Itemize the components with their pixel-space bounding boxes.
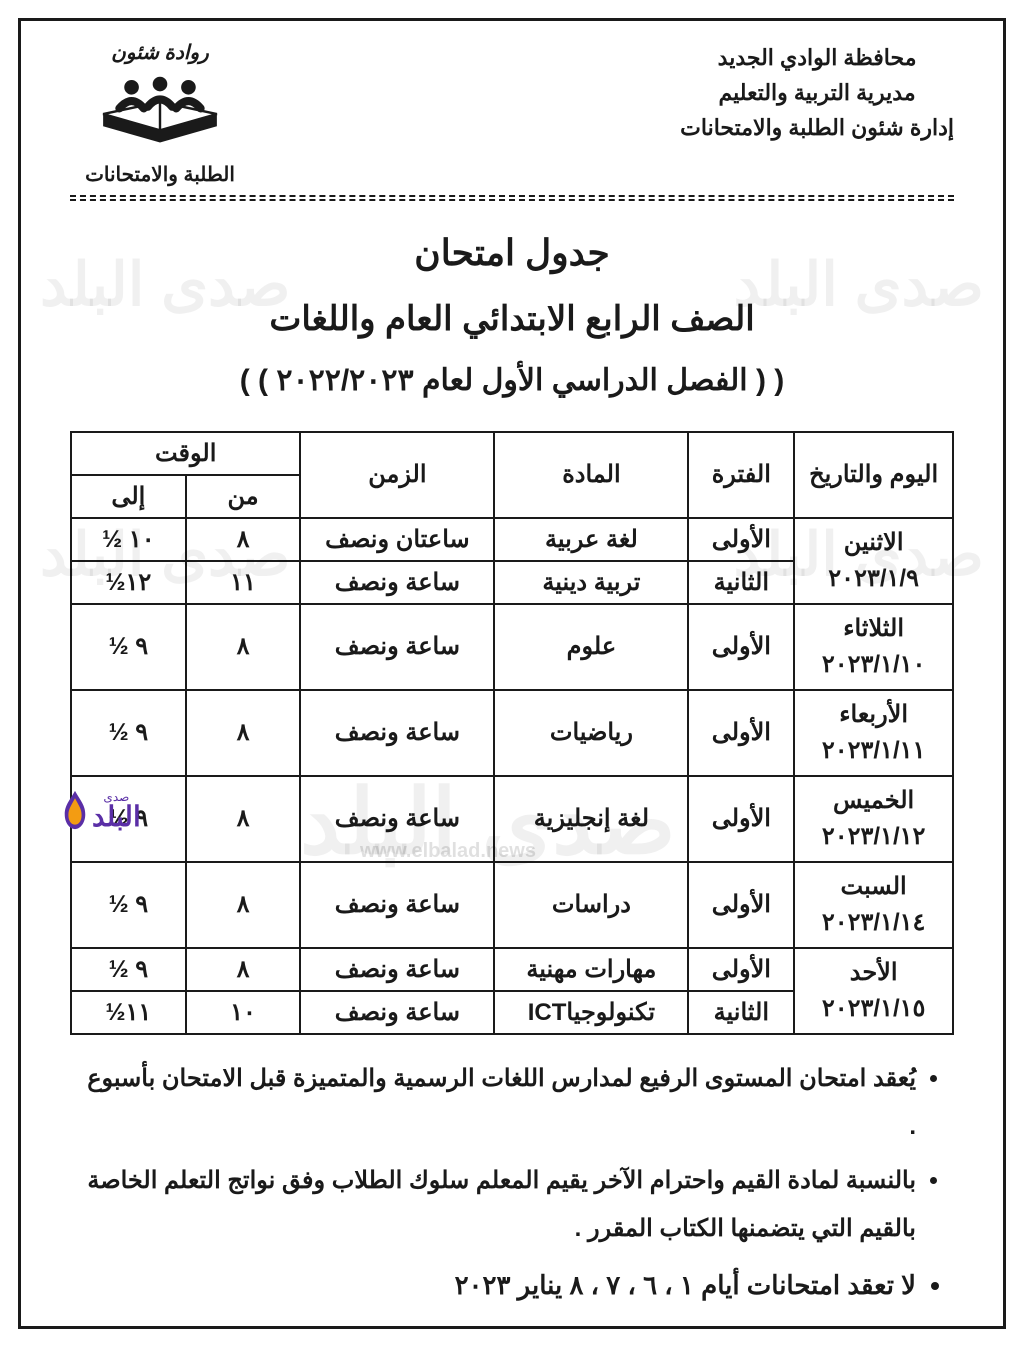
table-row: الخميس٢٠٢٣/١/١٢الأولىلغة إنجليزيةساعة ون… <box>71 776 953 862</box>
cell-from: ٨ <box>186 776 301 862</box>
day-name: الأربعاء <box>799 697 948 733</box>
note-2: بالنسبة لمادة القيم واحترام الآخر يقيم ا… <box>80 1157 916 1253</box>
cell-period: الثانية <box>688 561 794 604</box>
table-row: الأحد٢٠٢٣/١/١٥الأولىمهارات مهنيةساعة ونص… <box>71 948 953 991</box>
cell-to: ٩ ½ <box>71 604 186 690</box>
cell-to: ٩ ½ <box>71 690 186 776</box>
cell-from: ٨ <box>186 948 301 991</box>
logo-under-text: الطلبة والامتحانات <box>70 162 250 187</box>
cell-subject: دراسات <box>494 862 688 948</box>
cell-duration: ساعة ونصف <box>300 561 494 604</box>
header-row: محافظة الوادي الجديد مديرية التربية والت… <box>40 30 984 187</box>
cell-subject: لغة عربية <box>494 518 688 561</box>
cell-subject: تربية دينية <box>494 561 688 604</box>
cell-subject: لغة إنجليزية <box>494 776 688 862</box>
day-name: الاثنين <box>799 525 948 561</box>
day-date: ٢٠٢٣/١/١١ <box>799 733 948 769</box>
book-people-icon <box>95 65 225 155</box>
cell-day: الثلاثاء٢٠٢٣/١/١٠ <box>794 604 953 690</box>
title-line-1: جدول امتحان <box>40 219 984 287</box>
cell-from: ٨ <box>186 690 301 776</box>
cell-to: ١١½ <box>71 991 186 1034</box>
cell-to: ٩ ½ <box>71 948 186 991</box>
cell-day: الأحد٢٠٢٣/١/١٥ <box>794 948 953 1034</box>
cell-day: الخميس٢٠٢٣/١/١٢ <box>794 776 953 862</box>
cell-from: ٨ <box>186 518 301 561</box>
gov-line-2: مديرية التربية والتعليم <box>680 75 954 110</box>
cell-day: الاثنين٢٠٢٣/١/٩ <box>794 518 953 604</box>
day-name: الخميس <box>799 783 948 819</box>
gov-line-1: محافظة الوادي الجديد <box>680 40 954 75</box>
table-row: السبت٢٠٢٣/١/١٤الأولىدراساتساعة ونصف٨٩ ½ <box>71 862 953 948</box>
day-date: ٢٠٢٣/١/٩ <box>799 561 948 597</box>
logo-script: روادة شئون <box>70 40 250 65</box>
table-body: الاثنين٢٠٢٣/١/٩الأولىلغة عربيةساعتان ونص… <box>71 518 953 1034</box>
col-period: الفترة <box>688 432 794 518</box>
exam-schedule-table: اليوم والتاريخ الفترة المادة الزمن الوقت… <box>70 431 954 1035</box>
col-time-group: الوقت <box>71 432 300 475</box>
cell-to: ١٢½ <box>71 561 186 604</box>
table-row: الاثنين٢٠٢٣/١/٩الأولىلغة عربيةساعتان ونص… <box>71 518 953 561</box>
cell-duration: ساعة ونصف <box>300 948 494 991</box>
day-name: الأحد <box>799 955 948 991</box>
cell-day: السبت٢٠٢٣/١/١٤ <box>794 862 953 948</box>
title-block: جدول امتحان الصف الرابع الابتدائي العام … <box>40 219 984 409</box>
separator-line <box>70 195 954 201</box>
day-name: السبت <box>799 869 948 905</box>
cell-to: ١٠ ½ <box>71 518 186 561</box>
day-date: ٢٠٢٣/١/١٢ <box>799 819 948 855</box>
cell-period: الأولى <box>688 948 794 991</box>
cell-period: الأولى <box>688 518 794 561</box>
cell-period: الثانية <box>688 991 794 1034</box>
government-block: محافظة الوادي الجديد مديرية التربية والت… <box>680 40 954 146</box>
flame-icon <box>60 788 90 832</box>
cell-from: ١٠ <box>186 991 301 1034</box>
col-from: من <box>186 475 301 518</box>
col-subject: المادة <box>494 432 688 518</box>
cell-duration: ساعة ونصف <box>300 604 494 690</box>
col-day: اليوم والتاريخ <box>794 432 953 518</box>
cell-subject: رياضيات <box>494 690 688 776</box>
cell-from: ٨ <box>186 604 301 690</box>
cell-period: الأولى <box>688 604 794 690</box>
notes-block: يُعقد امتحان المستوى الرفيع لمدارس اللغا… <box>80 1055 944 1311</box>
title-line-3: ( ( الفصل الدراسي الأول لعام ٢٠٢٢/٢٠٢٣ )… <box>40 352 984 409</box>
cell-period: الأولى <box>688 776 794 862</box>
day-date: ٢٠٢٣/١/١٤ <box>799 905 948 941</box>
cell-period: الأولى <box>688 862 794 948</box>
table-row: الأربعاء٢٠٢٣/١/١١الأولىرياضياتساعة ونصف٨… <box>71 690 953 776</box>
cell-from: ١١ <box>186 561 301 604</box>
cell-subject: مهارات مهنية <box>494 948 688 991</box>
cell-duration: ساعتان ونصف <box>300 518 494 561</box>
cell-period: الأولى <box>688 690 794 776</box>
cell-from: ٨ <box>186 862 301 948</box>
cell-duration: ساعة ونصف <box>300 690 494 776</box>
cell-duration: ساعة ونصف <box>300 862 494 948</box>
note-3: لا تعقد امتحانات أيام ١ ، ٦ ، ٧ ، ٨ يناي… <box>80 1259 916 1311</box>
table-head: اليوم والتاريخ الفترة المادة الزمن الوقت… <box>71 432 953 518</box>
cell-subject: علوم <box>494 604 688 690</box>
gov-line-3: إدارة شئون الطلبة والامتحانات <box>680 110 954 145</box>
balad-logo-text: البلد <box>92 801 141 832</box>
table-row: الثلاثاء٢٠٢٣/١/١٠الأولىعلومساعة ونصف٨٩ ½ <box>71 604 953 690</box>
col-to: إلى <box>71 475 186 518</box>
cell-day: الأربعاء٢٠٢٣/١/١١ <box>794 690 953 776</box>
cell-to: ٩ ½ <box>71 862 186 948</box>
day-name: الثلاثاء <box>799 611 948 647</box>
day-date: ٢٠٢٣/١/١٠ <box>799 647 948 683</box>
note-1: يُعقد امتحان المستوى الرفيع لمدارس اللغا… <box>80 1055 916 1151</box>
cell-duration: ساعة ونصف <box>300 776 494 862</box>
document-page: صدى البلد صدى البلد صدى البلد صدى البلد … <box>0 0 1024 1347</box>
title-line-2: الصف الرابع الابتدائي العام واللغات <box>40 287 984 352</box>
balad-logo: صدى البلد <box>60 788 141 832</box>
col-duration: الزمن <box>300 432 494 518</box>
cell-duration: ساعة ونصف <box>300 991 494 1034</box>
day-date: ٢٠٢٣/١/١٥ <box>799 991 948 1027</box>
cell-subject: تكنولوجياICT <box>494 991 688 1034</box>
logo-block: روادة شئون الطلبة والامتحانات <box>70 40 250 187</box>
